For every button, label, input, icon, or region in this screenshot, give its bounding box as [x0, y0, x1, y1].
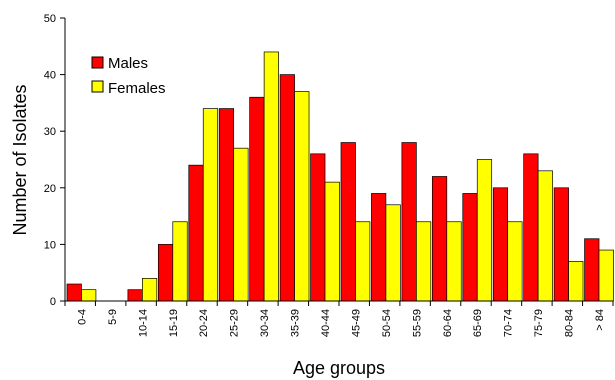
bar-males-4 — [188, 164, 204, 302]
bar-females-2 — [142, 278, 158, 302]
bar-females-12 — [446, 221, 462, 302]
legend-swatch-males — [91, 56, 104, 69]
bar-males-7 — [279, 74, 295, 302]
x-tick-label: 60-64 — [442, 309, 454, 337]
x-tick-label: > 84 — [594, 309, 606, 331]
legend: Males Females — [91, 55, 166, 97]
legend-label-males: Males — [108, 55, 148, 72]
x-tick-label: 20-24 — [198, 309, 210, 337]
x-tick-label: 75-79 — [533, 309, 545, 337]
x-tick-label: 40-44 — [320, 309, 332, 337]
y-ticks: 0 10 20 30 40 50 — [44, 13, 65, 308]
y-tick-label: 10 — [44, 239, 56, 251]
x-tick-label: 15-19 — [168, 309, 180, 337]
y-tick-label: 0 — [50, 296, 56, 308]
y-axis-title: Number of Isolates — [10, 84, 30, 235]
legend-label-females: Females — [108, 80, 166, 97]
bar-males-2 — [127, 289, 143, 302]
bar-males-11 — [401, 142, 417, 302]
bar-males-9 — [340, 142, 356, 302]
bar-females-14 — [507, 221, 523, 302]
x-tick-label: 70-74 — [503, 309, 515, 337]
bar-males-13 — [462, 193, 478, 302]
bar-females-6 — [263, 51, 279, 302]
bars-group — [66, 51, 614, 302]
bar-females-9 — [355, 221, 371, 302]
x-axis-title: Age groups — [293, 358, 385, 378]
bar-females-8 — [324, 181, 340, 302]
x-tick-label: 65-69 — [472, 309, 484, 337]
y-tick-label: 30 — [44, 126, 56, 138]
bar-males-17 — [584, 238, 600, 302]
bar-females-13 — [476, 159, 493, 302]
bar-males-0 — [66, 283, 82, 302]
x-tick-label: 35-39 — [290, 309, 302, 337]
bar-females-7 — [294, 91, 310, 302]
bar-males-6 — [249, 96, 265, 302]
x-tick-label: 45-49 — [350, 309, 362, 337]
bar-females-0 — [81, 289, 97, 302]
bar-males-5 — [218, 108, 235, 302]
x-tick-label: 50-54 — [381, 309, 393, 337]
bar-males-16 — [553, 187, 569, 302]
bar-females-5 — [233, 147, 249, 302]
bar-females-10 — [385, 204, 401, 302]
bar-males-12 — [431, 176, 448, 302]
bar-females-4 — [202, 108, 219, 302]
x-tick-label: 10-14 — [137, 309, 149, 337]
bar-males-3 — [157, 244, 174, 302]
bar-females-11 — [416, 221, 432, 302]
bar-females-16 — [568, 261, 584, 302]
y-tick-label: 20 — [44, 183, 56, 195]
bar-males-15 — [523, 153, 539, 302]
x-tick-label: 30-34 — [259, 309, 271, 337]
y-tick-label: 50 — [44, 13, 56, 25]
x-tick-label: 80-84 — [564, 309, 576, 337]
bar-females-17 — [598, 249, 614, 302]
x-tick-label: 25-29 — [229, 309, 241, 337]
x-tick-label: 5-9 — [107, 309, 119, 325]
bar-males-10 — [371, 193, 387, 302]
bar-males-8 — [310, 153, 326, 302]
bar-males-14 — [492, 187, 509, 302]
bar-females-15 — [537, 170, 553, 302]
x-tick-label: 55-59 — [411, 309, 423, 337]
legend-swatch-females — [91, 80, 104, 93]
bar-females-3 — [172, 221, 188, 302]
y-tick-label: 40 — [44, 70, 56, 82]
x-ticks: 0-4 5-9 10-14 15-19 20-24 25-29 30-34 35-39 40-4… — [64, 301, 614, 337]
x-tick-label: 0-4 — [76, 309, 88, 325]
